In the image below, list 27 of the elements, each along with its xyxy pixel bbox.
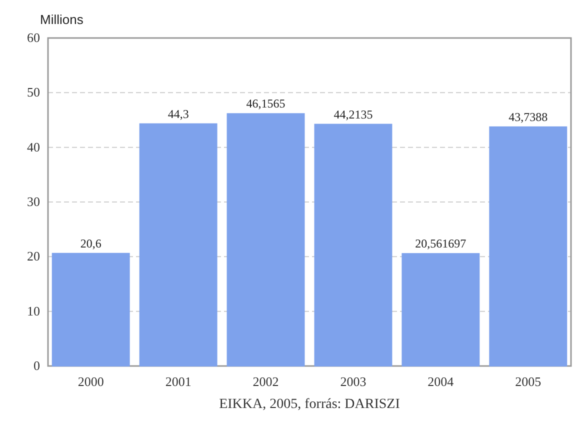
y-tick-label: 10 bbox=[27, 303, 40, 318]
data-label: 43,7388 bbox=[508, 110, 548, 124]
x-tick-label: 2001 bbox=[165, 374, 192, 389]
data-label: 20,6 bbox=[80, 236, 102, 250]
bar bbox=[139, 123, 218, 366]
y-axis-title: Millions bbox=[40, 12, 84, 27]
x-tick-label: 2000 bbox=[78, 374, 104, 389]
bar bbox=[489, 126, 568, 366]
data-label: 20,561697 bbox=[415, 236, 466, 251]
y-tick-label: 0 bbox=[34, 358, 40, 373]
y-tick-label: 60 bbox=[27, 30, 40, 45]
bar bbox=[52, 252, 130, 366]
x-tick-label: 2004 bbox=[428, 374, 454, 389]
y-tick-label: 20 bbox=[27, 248, 40, 264]
bar bbox=[226, 113, 305, 366]
bar bbox=[314, 124, 392, 366]
data-label: 44,3 bbox=[168, 106, 189, 121]
text: EIKKA, 2005, forrás: DARISZI bbox=[219, 397, 400, 412]
x-tick-label: 2003 bbox=[340, 374, 366, 389]
data-label: 44,2135 bbox=[334, 107, 373, 122]
y-tick-label: 40 bbox=[27, 139, 40, 154]
x-tick-label: 2005 bbox=[515, 374, 542, 389]
y-tick-label: 50 bbox=[27, 84, 40, 100]
x-tick-label: 2002 bbox=[252, 374, 279, 389]
bar bbox=[402, 253, 480, 366]
y-tick-label: 30 bbox=[27, 194, 40, 209]
data-label: 46,1565 bbox=[246, 96, 286, 111]
